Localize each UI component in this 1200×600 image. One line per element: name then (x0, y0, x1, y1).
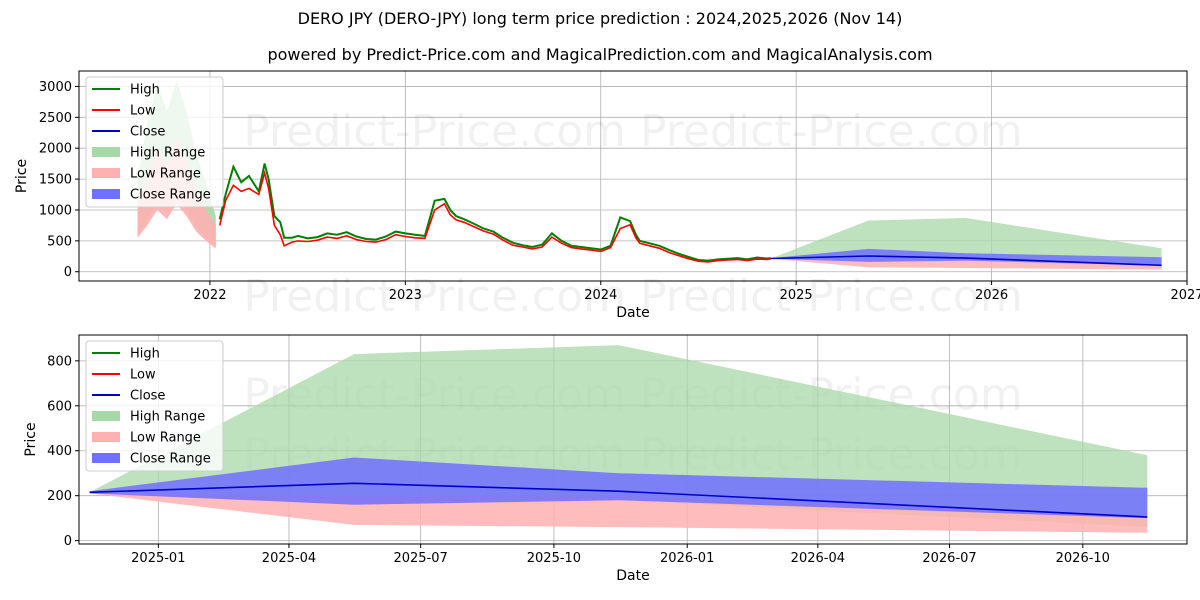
panel1-high-line (218, 163, 771, 262)
panel2-y-tick-label: 800 (47, 354, 72, 369)
panel1-y-tick-label: 3000 (39, 80, 72, 95)
panel2-x-tick-label: 2026-10 (1056, 551, 1110, 566)
panel1-legend-label: Low Range (130, 167, 201, 182)
panel2-legend-swatch-close-range (92, 453, 120, 463)
panel2-axes-frame (78, 334, 1188, 545)
panel2-y-tick-label: 0 (64, 534, 72, 549)
panel1-plot: Predict-Price.com Predict-Price.com 2022 2… (14, 70, 1200, 321)
panel2-legend-swatch-high-range (92, 411, 120, 421)
panel1-x-tick-label: 2024 (584, 288, 617, 303)
panel2-x-tick-label: 2026-01 (660, 551, 714, 566)
panel1-legend: High Low Close High Range Low Range Close Ran… (85, 76, 224, 208)
panel2-close-range-band (89, 457, 1148, 519)
panel1-watermark: Predict-Price.com Predict-Price.com (243, 271, 1022, 322)
panel1-legend-label: High Range (130, 146, 205, 161)
chart-title: DERO JPY (DERO-JPY) long term price pred… (297, 9, 903, 28)
panel2-close-line (89, 482, 1148, 518)
panel2-legend-swatch-low-range (92, 432, 120, 442)
panel2-x-tick-label: 2025-04 (262, 551, 316, 566)
panel2-x-tick-label: 2026-07 (922, 551, 976, 566)
panel1-legend-label: High (130, 83, 160, 98)
panel1-y-tick-label: 1000 (39, 203, 72, 218)
panel1-legend-box (85, 76, 224, 208)
panel2-legend: High Low Close High Range Low Range Close Ran… (85, 340, 224, 472)
panel2-legend-label: High Range (130, 410, 205, 425)
panel2-x-tick-label: 2025-10 (527, 551, 581, 566)
panel1-y-tick-label: 1500 (39, 173, 72, 188)
panel2-x-tick-label: 2025-07 (393, 551, 447, 566)
panel2-legend-box (85, 340, 224, 472)
panel2-x-tick-label: 2026-04 (791, 551, 845, 566)
panel2-y-tick-label: 200 (47, 489, 72, 504)
panel1-x-tick-label: 2025 (780, 288, 813, 303)
panel1-y-tick-label: 0 (64, 265, 72, 280)
panel1-x-tick-label: 2023 (389, 288, 422, 303)
panel1-legend-label: Close Range (130, 188, 211, 203)
panel1-y-tick-label: 2000 (39, 142, 72, 157)
panel1-close-line (770, 255, 1162, 267)
panel2-legend-label: Close Range (130, 452, 211, 467)
panel2-legend-label: Low Range (130, 431, 201, 446)
panel2-series (89, 345, 1148, 533)
panel1-legend-swatch-close-range (92, 189, 120, 199)
panel1-y-tick-label: 2500 (39, 111, 72, 126)
panel2-y-tick-label: 600 (47, 399, 72, 414)
panel2-x-axis-label: Date (616, 568, 649, 584)
panel1-y-tick-label: 500 (47, 234, 72, 249)
panel2-y-axis-label: Price (23, 422, 39, 456)
panel1-legend-swatch-high-range (92, 147, 120, 157)
panel1-watermark: Predict-Price.com Predict-Price.com (243, 106, 1022, 157)
panel1-legend-label: Close (130, 125, 165, 140)
panel2-legend-label: Low (130, 368, 156, 383)
panel2-y-tick-label: 400 (47, 444, 72, 459)
panel1-legend-label: Low (130, 104, 156, 119)
panel1-x-tick-label: 2022 (193, 288, 226, 303)
panel1-low-line (218, 169, 771, 263)
panel1-y-axis-label: Price (14, 159, 30, 193)
panel2-x-tick-label: 2025-01 (131, 551, 185, 566)
panel1-x-tick-label: 2026 (975, 288, 1008, 303)
panel2-legend-label: High (130, 347, 160, 362)
panel2-plot: Predict-Price.com Predict-Price.comPredi… (23, 334, 1188, 584)
panel2-legend-label: Close (130, 389, 165, 404)
panel1-x-tick-label: 2027 (1170, 288, 1200, 303)
panel1-x-axis-label: Date (616, 305, 649, 321)
panel1-legend-swatch-low-range (92, 168, 120, 178)
chart-subtitle: powered by Predict-Price.com and Magical… (267, 45, 933, 64)
panel1-axes-frame (78, 70, 1188, 282)
